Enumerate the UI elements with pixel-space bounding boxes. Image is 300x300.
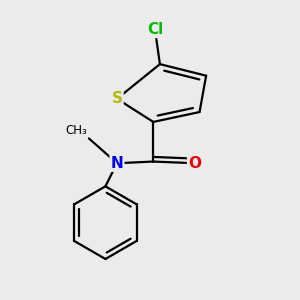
Text: CH₃: CH₃ (65, 124, 87, 137)
Text: N: N (111, 156, 123, 171)
Text: S: S (112, 91, 122, 106)
Text: O: O (188, 156, 201, 171)
Text: Cl: Cl (147, 22, 163, 37)
